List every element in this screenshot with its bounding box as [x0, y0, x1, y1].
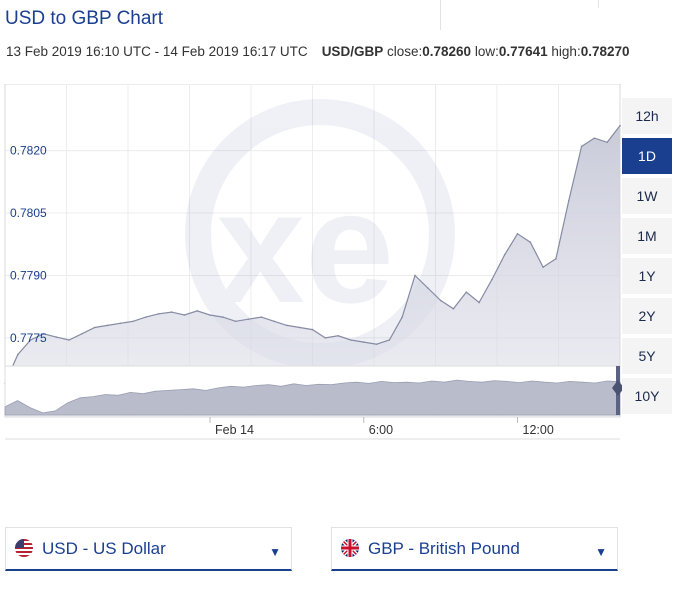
data-point — [183, 314, 186, 316]
navigator-handle-icon[interactable] — [612, 380, 624, 396]
high-label: high: — [551, 44, 581, 59]
data-point — [273, 320, 275, 323]
data-point — [516, 233, 519, 235]
data-point — [478, 301, 480, 304]
data-point — [260, 316, 263, 318]
data-point — [580, 145, 583, 148]
navigator-series — [4, 379, 621, 416]
y-tick-label: 0.7820 — [10, 144, 47, 158]
data-point — [286, 324, 288, 327]
data-point — [209, 314, 211, 316]
data-point — [388, 339, 391, 341]
data-point — [427, 287, 429, 289]
chevron-down-icon: ▼ — [269, 545, 281, 559]
price-area — [5, 125, 620, 417]
data-point — [593, 137, 596, 139]
from-currency-label: USD - US Dollar — [42, 539, 166, 558]
range-button-10y[interactable]: 10Y — [622, 378, 672, 415]
data-point — [337, 335, 339, 337]
svg-text:xe: xe — [216, 157, 394, 336]
data-point — [106, 324, 109, 327]
data-point — [311, 328, 314, 331]
x-tick-label: 12:00 — [523, 423, 554, 437]
close-value: 0.78260 — [422, 44, 472, 59]
data-point — [145, 316, 147, 318]
data-point — [542, 266, 544, 268]
data-point — [81, 332, 83, 335]
y-tick-label: 0.7805 — [10, 206, 47, 220]
data-point — [619, 124, 621, 127]
x-tick-label: Feb 14 — [215, 423, 254, 437]
data-point — [119, 322, 122, 325]
data-point — [157, 312, 160, 315]
header-divider — [440, 0, 441, 30]
data-point — [42, 332, 45, 335]
data-point — [529, 241, 532, 243]
data-point — [362, 341, 365, 343]
data-point — [401, 316, 403, 318]
low-label: low: — [474, 44, 499, 59]
uk-flag-icon — [341, 539, 359, 557]
chart-summary: 13 Feb 2019 16:10 UTC - 14 Feb 2019 16:1… — [6, 44, 630, 59]
data-point — [606, 141, 608, 144]
data-point — [324, 337, 327, 339]
y-tick-label: 0.7790 — [10, 268, 47, 282]
data-point — [93, 326, 96, 329]
range-button-12h[interactable]: 12h — [622, 98, 672, 135]
data-point — [555, 258, 557, 260]
chevron-down-icon: ▼ — [595, 545, 607, 559]
data-point — [452, 307, 455, 310]
range-button-5y[interactable]: 5Y — [622, 338, 672, 375]
data-point — [465, 291, 468, 293]
data-point — [132, 320, 134, 323]
data-point — [196, 310, 198, 312]
to-currency-select[interactable]: GBP - British Pound ▼ — [331, 527, 618, 571]
data-point — [414, 274, 416, 277]
data-point — [247, 318, 250, 320]
to-currency-label: GBP - British Pound — [368, 539, 520, 558]
data-point — [68, 339, 70, 341]
range-button-1y[interactable]: 1Y — [622, 258, 672, 295]
data-point — [439, 299, 442, 302]
close-label: close: — [386, 44, 423, 59]
data-point — [298, 326, 301, 329]
data-point — [491, 278, 493, 281]
high-value: 0.78270 — [580, 44, 630, 59]
range-button-1w[interactable]: 1W — [622, 178, 672, 215]
range-button-1m[interactable]: 1M — [622, 218, 672, 255]
data-point — [17, 353, 19, 356]
data-point — [222, 316, 224, 318]
from-currency-select[interactable]: USD - US Dollar ▼ — [5, 527, 292, 571]
us-flag-icon — [15, 539, 33, 557]
range-button-2y[interactable]: 2Y — [622, 298, 672, 335]
xe-watermark: xe — [185, 99, 455, 369]
range-button-1d[interactable]: 1D — [622, 138, 672, 175]
data-point — [234, 320, 237, 323]
data-point — [503, 253, 506, 256]
date-range: 13 Feb 2019 16:10 UTC - 14 Feb 2019 16:1… — [6, 44, 308, 59]
page-title: USD to GBP Chart — [5, 8, 164, 29]
header-divider-right — [598, 0, 599, 8]
data-point — [29, 339, 32, 341]
data-point — [375, 343, 378, 345]
data-point — [55, 336, 58, 338]
chart-navigator[interactable] — [4, 365, 624, 416]
x-tick-label: 6:00 — [369, 423, 393, 437]
data-point — [567, 199, 570, 202]
data-point — [170, 311, 173, 313]
data-point — [350, 339, 352, 341]
currency-pair: USD/GBP — [321, 44, 384, 59]
y-tick-label: 0.7775 — [10, 331, 47, 345]
low-value: 0.77641 — [498, 44, 548, 59]
